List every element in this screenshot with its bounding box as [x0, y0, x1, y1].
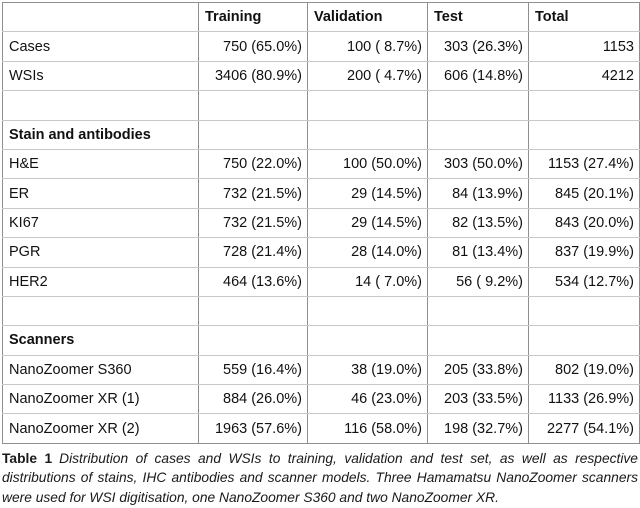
row-label [2, 90, 199, 121]
cell-test: 56 ( 9.2%) [427, 266, 529, 297]
row-label: NanoZoomer S360 [2, 354, 199, 386]
cell-validation [307, 119, 428, 150]
cell-training [198, 295, 308, 327]
row-label: NanoZoomer XR (1) [2, 384, 199, 415]
table-row-pgr: PGR 728 (21.4%) 28 (14.0%) 81 (13.4%) 83… [2, 237, 640, 268]
cell-test [427, 90, 529, 121]
caption-label: Table 1 [2, 450, 53, 466]
header-cell-validation: Validation [307, 1, 428, 33]
section-row-scanners: Scanners [2, 325, 640, 356]
row-label [2, 295, 199, 327]
row-label: WSIs [2, 60, 199, 92]
cell-validation [307, 295, 428, 327]
cell-test: 606 (14.8%) [427, 60, 529, 92]
cell-total: 1153 [528, 31, 640, 62]
cell-total: 534 (12.7%) [528, 266, 640, 297]
table-row-nanozoomer-xr2: NanoZoomer XR (2) 1963 (57.6%) 116 (58.0… [2, 413, 640, 444]
cell-validation: 28 (14.0%) [307, 237, 428, 268]
cell-total: 843 (20.0%) [528, 207, 640, 239]
cell-training [198, 119, 308, 150]
cell-validation: 29 (14.5%) [307, 207, 428, 239]
row-label: KI67 [2, 207, 199, 239]
header-cell-total: Total [528, 1, 640, 33]
table-row-ki67: KI67 732 (21.5%) 29 (14.5%) 82 (13.5%) 8… [2, 207, 640, 239]
row-label: HER2 [2, 266, 199, 297]
spacer-row [2, 295, 640, 327]
cell-training [198, 90, 308, 121]
row-label: H&E [2, 148, 199, 180]
cell-training: 728 (21.4%) [198, 237, 308, 268]
cell-validation: 38 (19.0%) [307, 354, 428, 386]
cell-training: 1963 (57.6%) [198, 413, 308, 444]
cell-validation [307, 325, 428, 356]
cell-validation [307, 90, 428, 121]
cell-total: 845 (20.1%) [528, 178, 640, 209]
cell-total [528, 325, 640, 356]
table-row-her2: HER2 464 (13.6%) 14 ( 7.0%) 56 ( 9.2%) 5… [2, 266, 640, 297]
header-cell-training: Training [198, 1, 308, 33]
cell-test: 303 (26.3%) [427, 31, 529, 62]
caption-text: Distribution of cases and WSIs to traini… [2, 450, 638, 506]
cell-training: 884 (26.0%) [198, 384, 308, 415]
table-caption: Table 1 Distribution of cases and WSIs to… [2, 449, 638, 508]
cell-training [198, 325, 308, 356]
header-cell-empty [2, 1, 199, 33]
header-cell-test: Test [427, 1, 529, 33]
cell-total: 4212 [528, 60, 640, 92]
cell-test [427, 295, 529, 327]
cell-test: 198 (32.7%) [427, 413, 529, 444]
cell-test: 84 (13.9%) [427, 178, 529, 209]
cell-training: 750 (22.0%) [198, 148, 308, 180]
cell-total [528, 90, 640, 121]
cell-validation: 200 ( 4.7%) [307, 60, 428, 92]
cell-total [528, 119, 640, 150]
cell-total: 837 (19.9%) [528, 237, 640, 268]
cell-validation: 100 ( 8.7%) [307, 31, 428, 62]
cell-training: 732 (21.5%) [198, 178, 308, 209]
cell-training: 3406 (80.9%) [198, 60, 308, 92]
cell-test: 81 (13.4%) [427, 237, 529, 268]
table-header-row: Training Validation Test Total [2, 1, 640, 33]
spacer-row [2, 90, 640, 121]
table-row-cases: Cases 750 (65.0%) 100 ( 8.7%) 303 (26.3%… [2, 31, 640, 62]
cell-total: 1153 (27.4%) [528, 148, 640, 180]
cell-test [427, 325, 529, 356]
cell-validation: 116 (58.0%) [307, 413, 428, 444]
cell-total: 1133 (26.9%) [528, 384, 640, 415]
section-label: Scanners [2, 325, 199, 356]
cell-test: 205 (33.8%) [427, 354, 529, 386]
section-row-stains: Stain and antibodies [2, 119, 640, 150]
cell-test: 203 (33.5%) [427, 384, 529, 415]
row-label: ER [2, 178, 199, 209]
cell-total [528, 295, 640, 327]
cell-validation: 14 ( 7.0%) [307, 266, 428, 297]
cell-validation: 46 (23.0%) [307, 384, 428, 415]
cell-total: 802 (19.0%) [528, 354, 640, 386]
cell-test: 303 (50.0%) [427, 148, 529, 180]
cell-training: 464 (13.6%) [198, 266, 308, 297]
row-label: NanoZoomer XR (2) [2, 413, 199, 444]
row-label: Cases [2, 31, 199, 62]
cell-test [427, 119, 529, 150]
table-row-he: H&E 750 (22.0%) 100 (50.0%) 303 (50.0%) … [2, 148, 640, 180]
cell-validation: 29 (14.5%) [307, 178, 428, 209]
table-row-nanozoomer-s360: NanoZoomer S360 559 (16.4%) 38 (19.0%) 2… [2, 354, 640, 386]
distribution-table: Training Validation Test Total Cases 750… [2, 1, 640, 444]
cell-training: 559 (16.4%) [198, 354, 308, 386]
row-label: PGR [2, 237, 199, 268]
cell-training: 750 (65.0%) [198, 31, 308, 62]
table-row-er: ER 732 (21.5%) 29 (14.5%) 84 (13.9%) 845… [2, 178, 640, 209]
cell-validation: 100 (50.0%) [307, 148, 428, 180]
table-row-nanozoomer-xr1: NanoZoomer XR (1) 884 (26.0%) 46 (23.0%)… [2, 384, 640, 415]
section-label: Stain and antibodies [2, 119, 199, 150]
cell-total: 2277 (54.1%) [528, 413, 640, 444]
table-row-wsis: WSIs 3406 (80.9%) 200 ( 4.7%) 606 (14.8%… [2, 60, 640, 92]
cell-training: 732 (21.5%) [198, 207, 308, 239]
cell-test: 82 (13.5%) [427, 207, 529, 239]
